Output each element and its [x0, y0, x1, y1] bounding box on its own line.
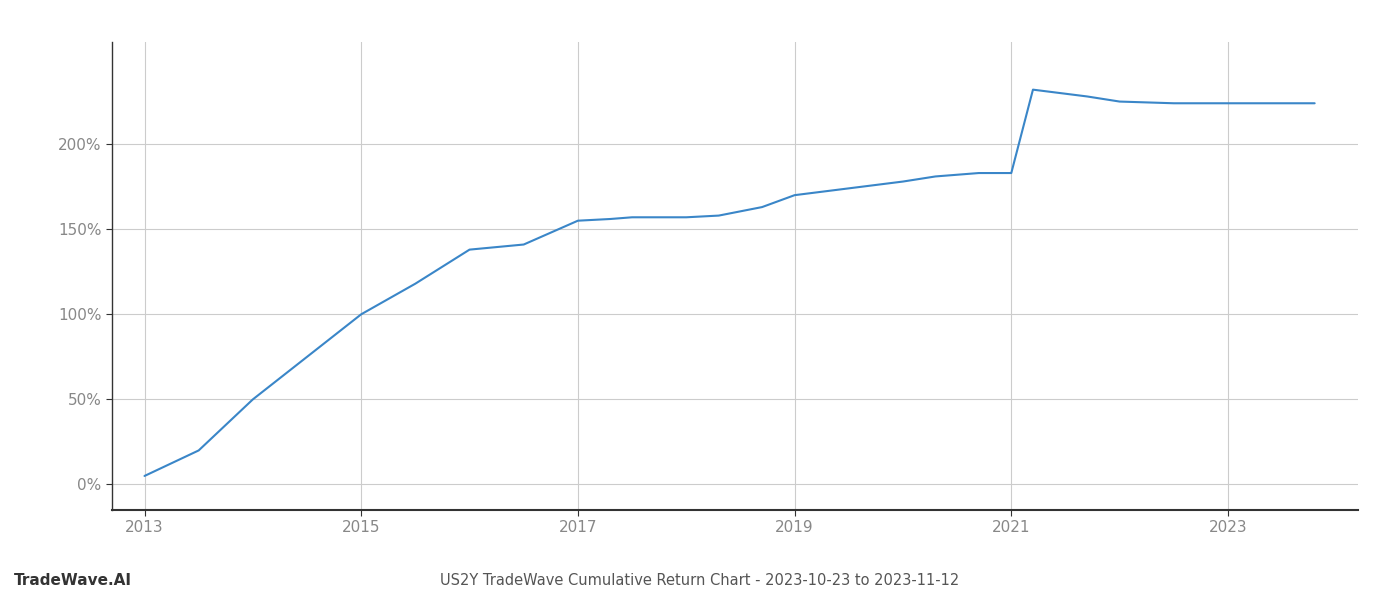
Text: US2Y TradeWave Cumulative Return Chart - 2023-10-23 to 2023-11-12: US2Y TradeWave Cumulative Return Chart -… — [441, 573, 959, 588]
Text: TradeWave.AI: TradeWave.AI — [14, 573, 132, 588]
